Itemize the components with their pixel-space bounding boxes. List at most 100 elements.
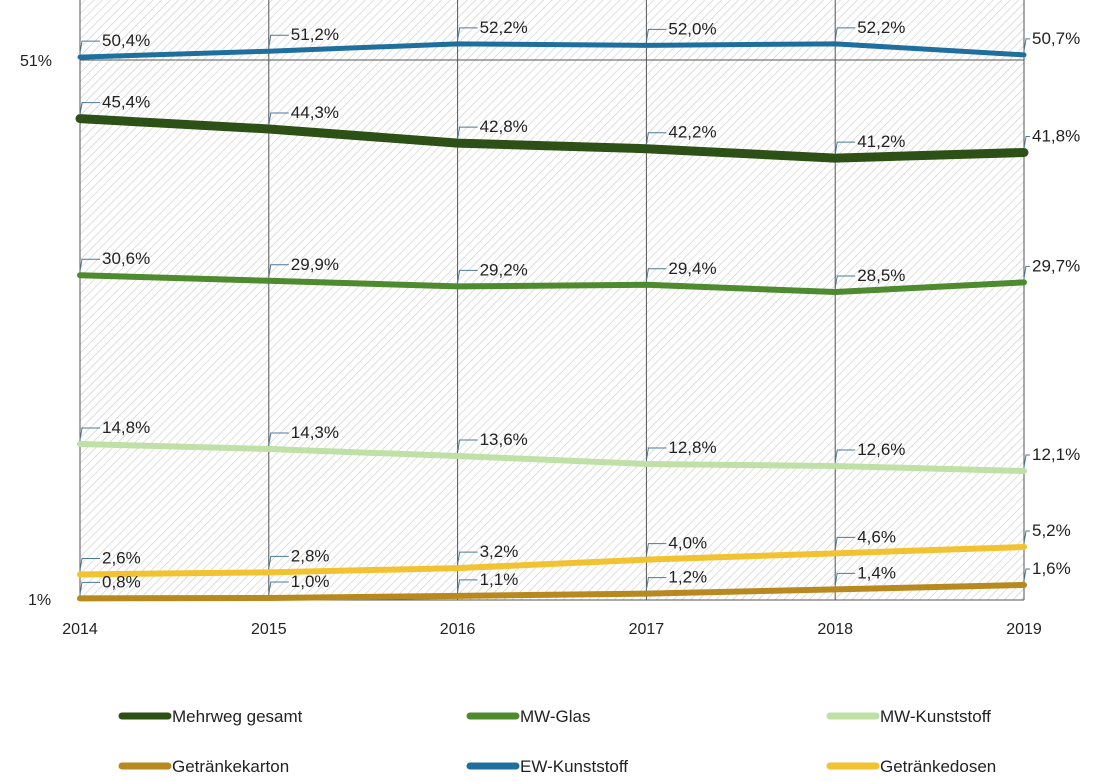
data-label: 51,2% bbox=[268, 25, 339, 48]
series-lines bbox=[75, 41, 1029, 602]
label-leader-line bbox=[79, 258, 100, 272]
data-label-text: 29,9% bbox=[291, 255, 339, 274]
data-label: 4,0% bbox=[645, 534, 707, 556]
label-leader-line bbox=[79, 40, 100, 54]
data-label: 44,3% bbox=[268, 103, 339, 126]
series-line-ew-kunststoff bbox=[77, 41, 1027, 60]
data-label: 13,6% bbox=[457, 430, 528, 453]
data-label: 28,5% bbox=[834, 266, 905, 289]
legend-item: MW-Glas bbox=[466, 707, 591, 726]
data-label: 42,8% bbox=[457, 117, 528, 140]
data-label-text: 29,4% bbox=[668, 259, 716, 278]
data-label: 50,4% bbox=[79, 31, 150, 54]
data-label-text: 1,2% bbox=[668, 568, 707, 587]
label-leader-line bbox=[1023, 135, 1030, 149]
data-label-text: 52,2% bbox=[857, 18, 905, 37]
label-leader-line bbox=[79, 427, 100, 441]
gridlines bbox=[79, 0, 1025, 601]
series-line-mw-glas bbox=[77, 272, 1027, 295]
y-axis-label-bottom: 1% bbox=[28, 592, 51, 609]
data-label: 41,2% bbox=[834, 132, 905, 155]
label-leader-line bbox=[645, 577, 667, 590]
data-label-text: 2,8% bbox=[291, 546, 330, 565]
data-labels: 45,4% 44,3% 42,8% 42,2% 41,2% 41,8% 30,6% 29,9%… bbox=[79, 18, 1080, 595]
data-label: 45,4% bbox=[79, 93, 150, 115]
x-tick-label: 2014 bbox=[62, 621, 98, 638]
data-label: 1,2% bbox=[645, 568, 707, 590]
data-label: 4,6% bbox=[834, 527, 896, 550]
data-label-text: 28,5% bbox=[857, 266, 905, 285]
label-leader-line bbox=[834, 449, 856, 463]
label-leader-line bbox=[268, 112, 289, 126]
label-leader-line bbox=[457, 439, 478, 453]
data-label-text: 50,7% bbox=[1032, 29, 1080, 48]
data-label: 14,3% bbox=[268, 423, 339, 446]
x-axis-ticks: 2014 2015 2016 2017 2018 2019 bbox=[62, 621, 1042, 638]
data-label-text: 1,1% bbox=[480, 570, 519, 589]
legend-label: MW-Kunststoff bbox=[880, 707, 991, 726]
data-label-text: 42,2% bbox=[668, 123, 716, 142]
data-label: 12,8% bbox=[645, 438, 717, 461]
axes: 51% 1% bbox=[20, 53, 52, 609]
data-label: 30,6% bbox=[79, 249, 150, 272]
data-label-text: 14,3% bbox=[291, 423, 339, 442]
data-label-text: 12,6% bbox=[857, 440, 905, 459]
data-label-text: 45,4% bbox=[102, 93, 150, 112]
data-label-text: 41,2% bbox=[857, 132, 905, 151]
data-label-text: 42,8% bbox=[480, 117, 528, 136]
data-label: 2,8% bbox=[268, 546, 330, 569]
x-tick-label: 2017 bbox=[629, 621, 665, 638]
data-label: 14,8% bbox=[79, 418, 150, 441]
plot-area bbox=[80, 0, 1024, 600]
data-label: 52,2% bbox=[457, 18, 528, 40]
data-label: 12,1% bbox=[1023, 445, 1080, 468]
x-tick-label: 2016 bbox=[440, 621, 476, 638]
legend-label: EW-Kunststoff bbox=[520, 757, 628, 776]
data-label: 1,4% bbox=[834, 563, 896, 586]
data-label: 29,7% bbox=[1023, 256, 1080, 279]
label-leader-line bbox=[645, 447, 667, 461]
data-label-text: 44,3% bbox=[291, 103, 339, 122]
data-label-text: 41,8% bbox=[1032, 126, 1080, 145]
data-label-text: 5,2% bbox=[1032, 521, 1071, 540]
label-leader-line bbox=[457, 551, 478, 565]
data-label: 5,2% bbox=[1023, 521, 1071, 544]
label-leader-line bbox=[457, 579, 478, 592]
label-leader-line bbox=[457, 27, 478, 40]
data-label: 41,8% bbox=[1023, 126, 1080, 149]
label-leader-line bbox=[1023, 454, 1030, 468]
data-label-text: 1,0% bbox=[291, 572, 330, 591]
x-tick-label: 2019 bbox=[1006, 621, 1042, 638]
y-axis-label-top: 51% bbox=[20, 53, 52, 70]
data-label: 29,4% bbox=[645, 259, 717, 281]
data-label: 12,6% bbox=[834, 440, 905, 463]
data-label-text: 51,2% bbox=[291, 25, 339, 44]
label-leader-line bbox=[79, 102, 100, 115]
legend-label: Getränkedosen bbox=[880, 757, 996, 776]
label-leader-line bbox=[457, 269, 478, 283]
label-leader-line bbox=[645, 543, 667, 556]
legend-item: EW-Kunststoff bbox=[466, 757, 628, 776]
data-label-text: 13,6% bbox=[480, 430, 528, 449]
data-label-text: 2,6% bbox=[102, 548, 141, 567]
data-label: 1,6% bbox=[1023, 559, 1071, 582]
data-label-text: 29,2% bbox=[480, 260, 528, 279]
label-leader-line bbox=[79, 581, 100, 595]
data-label: 0,8% bbox=[79, 572, 141, 595]
label-leader-line bbox=[834, 572, 856, 586]
label-leader-line bbox=[79, 557, 100, 571]
legend: Mehrweg gesamt MW-Glas MW-Kunststoff Geträn… bbox=[118, 707, 996, 776]
data-label-text: 29,7% bbox=[1032, 256, 1080, 275]
label-leader-line bbox=[645, 268, 667, 281]
data-label: 3,2% bbox=[457, 542, 518, 565]
label-leader-line bbox=[1023, 568, 1030, 582]
label-leader-line bbox=[1023, 530, 1030, 544]
legend-item: MW-Kunststoff bbox=[826, 707, 991, 726]
data-label-text: 12,1% bbox=[1032, 445, 1080, 464]
label-leader-line bbox=[1023, 38, 1030, 51]
data-label-text: 30,6% bbox=[102, 249, 150, 268]
x-tick-label: 2018 bbox=[817, 621, 853, 638]
data-label-text: 1,4% bbox=[857, 563, 896, 582]
data-label: 2,6% bbox=[79, 548, 141, 571]
